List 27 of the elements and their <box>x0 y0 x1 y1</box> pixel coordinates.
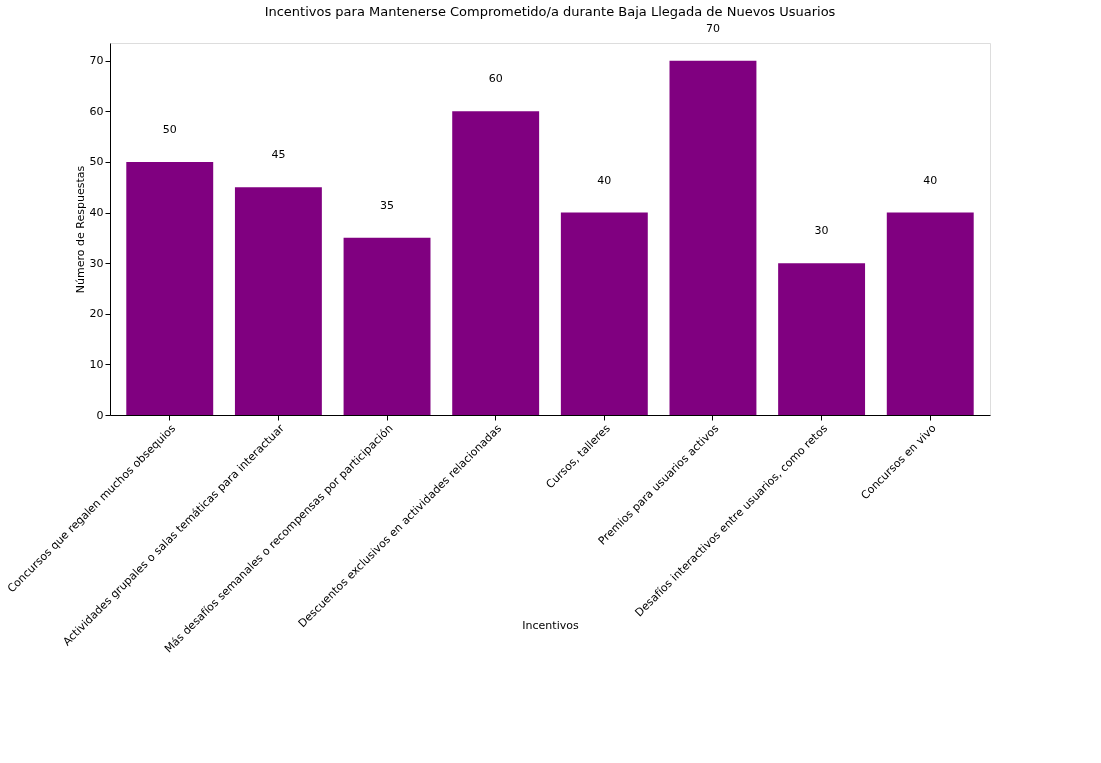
data-label: 40 <box>923 173 938 187</box>
y-tick-label: 60 <box>89 104 104 118</box>
data-label: 45 <box>271 148 286 162</box>
bar <box>126 161 214 415</box>
data-label: 40 <box>597 173 612 187</box>
y-tick-label: 20 <box>89 307 104 321</box>
x-axis-title: Incentivos <box>522 618 579 632</box>
y-tick-label: 70 <box>89 54 104 68</box>
data-label: 50 <box>162 122 177 136</box>
bar <box>778 263 866 415</box>
y-tick-label: 40 <box>89 206 104 220</box>
y-tick-label: 50 <box>89 155 104 169</box>
data-label: 60 <box>488 72 503 86</box>
bar <box>452 111 540 415</box>
chart-title: Incentivos para Mantenerse Comprometido/a durante Baja Llegada de Nuevos Usuarios <box>264 3 836 19</box>
bar <box>886 212 974 415</box>
bar <box>234 187 322 415</box>
bar <box>560 212 648 415</box>
data-label: 35 <box>380 198 395 212</box>
bar <box>343 237 431 415</box>
bar <box>669 60 757 415</box>
y-axis-title: Número de Respuestas <box>73 165 87 294</box>
y-tick-label: 30 <box>89 256 104 270</box>
y-tick-label: 10 <box>89 357 104 371</box>
data-label: 30 <box>814 224 829 238</box>
data-label: 70 <box>705 21 720 35</box>
y-tick-label: 0 <box>96 408 104 422</box>
